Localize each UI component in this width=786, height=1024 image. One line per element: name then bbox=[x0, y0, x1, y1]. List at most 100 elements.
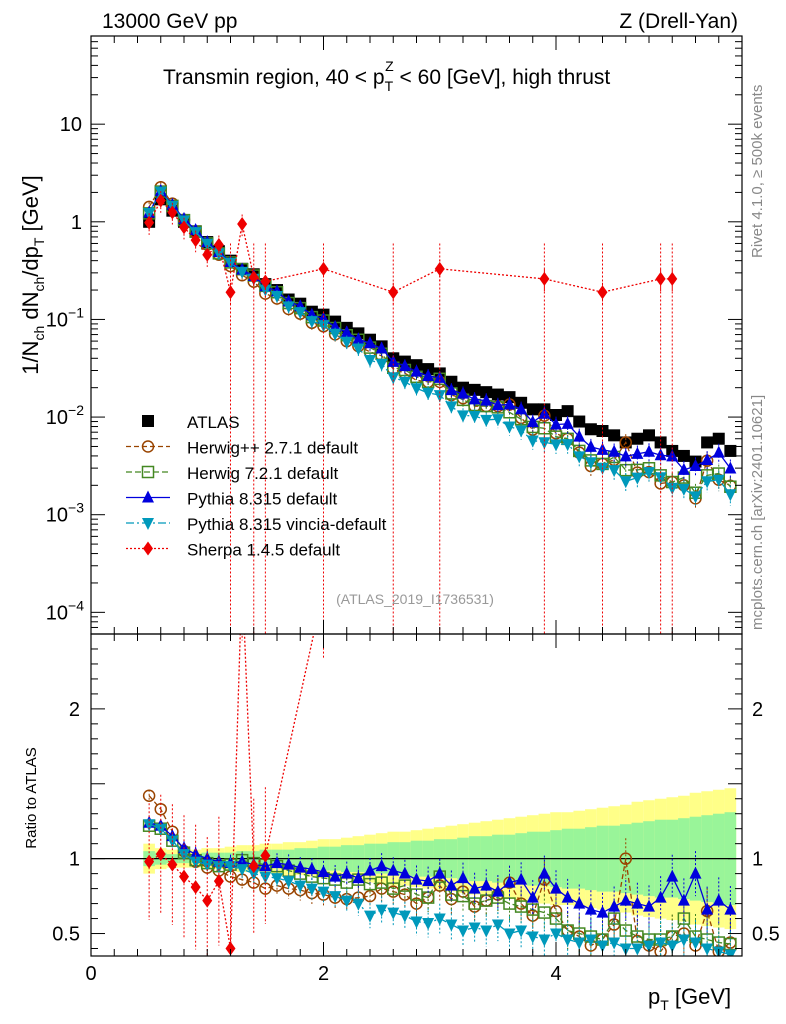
series-2-point bbox=[503, 397, 516, 410]
series-2-ratio-point bbox=[364, 863, 376, 876]
series-2-ratio-point bbox=[631, 896, 644, 909]
series-2-ratio-point bbox=[491, 884, 504, 897]
series-4-ratio-point bbox=[144, 854, 155, 869]
series-2-point bbox=[468, 392, 481, 405]
atlas-point bbox=[584, 423, 597, 436]
series-3-point bbox=[340, 336, 353, 349]
series-4-point bbox=[667, 271, 678, 286]
atlas-point bbox=[596, 425, 609, 438]
atlas-point bbox=[561, 405, 574, 418]
series-3-ratio-point bbox=[503, 928, 516, 941]
series-3-point bbox=[619, 476, 632, 489]
series-4-point bbox=[190, 233, 201, 248]
series-3-ratio-point bbox=[689, 937, 702, 950]
atlas-point bbox=[550, 409, 562, 422]
series-2-point bbox=[631, 446, 644, 459]
atlas-point bbox=[643, 429, 655, 442]
series-0-ratio-line bbox=[148, 795, 731, 953]
series-2-point bbox=[491, 398, 504, 411]
series-0-ratio-point bbox=[142, 789, 156, 802]
series-3-point bbox=[364, 354, 376, 367]
series-4-ratio-point bbox=[167, 857, 178, 872]
series-3-point bbox=[643, 467, 655, 480]
series-3-point bbox=[282, 301, 295, 314]
series-4-ratio-point bbox=[155, 847, 166, 862]
series-2-ratio-point bbox=[468, 881, 481, 894]
ratio-tick-label-right: 0.5 bbox=[752, 924, 780, 946]
series-4-ratio-point bbox=[260, 848, 271, 863]
ratio-tick-label-right: 2 bbox=[752, 699, 763, 721]
series-2-point bbox=[375, 341, 388, 354]
series-3-point bbox=[573, 451, 586, 464]
series-3-point bbox=[271, 290, 283, 303]
legend-marker bbox=[142, 415, 154, 427]
series-3-point bbox=[445, 401, 458, 414]
series-3-point bbox=[631, 472, 644, 485]
series-4-point bbox=[213, 237, 224, 252]
series-3-point bbox=[398, 376, 411, 389]
x-tick-label: 4 bbox=[550, 963, 561, 985]
series-4-point bbox=[167, 205, 178, 220]
series-2-ratio-point bbox=[515, 872, 528, 885]
series-3-point bbox=[236, 266, 249, 279]
legend-label: Herwig++ 2.7.1 default bbox=[187, 439, 358, 458]
header-left: 13000 GeV pp bbox=[102, 10, 237, 33]
series-2-point bbox=[643, 444, 655, 457]
series-3-point bbox=[259, 284, 272, 297]
series-3-ratio-point bbox=[340, 895, 353, 908]
y-tick-label: 10−1 bbox=[46, 304, 84, 331]
legend-marker bbox=[142, 490, 154, 503]
xlabel-main: p bbox=[648, 984, 660, 1009]
atlas-point bbox=[701, 436, 714, 449]
series-3-ratio-point bbox=[259, 871, 272, 884]
title-sub: T bbox=[385, 78, 394, 94]
atlas-point bbox=[608, 429, 621, 442]
series-3-point bbox=[701, 476, 714, 489]
series-2-ratio-point bbox=[282, 857, 295, 870]
ratio-tick-label-left: 2 bbox=[69, 699, 80, 721]
series-3-point bbox=[561, 439, 574, 452]
series-3-point bbox=[584, 457, 597, 470]
x-axis-label: pT [GeV] bbox=[648, 984, 731, 1013]
series-3-point bbox=[712, 474, 725, 487]
series-2-ratio-point bbox=[538, 866, 551, 879]
series-3-ratio-point bbox=[666, 940, 679, 953]
y-axis-label: 1/Nch dNch/dpT [GeV] bbox=[18, 175, 47, 375]
series-3-ratio-point bbox=[329, 891, 342, 904]
ylabel-a: 1/N bbox=[18, 341, 43, 375]
series-3-ratio-point bbox=[236, 864, 249, 877]
series-2-ratio-point bbox=[352, 871, 365, 884]
series-3-ratio-point bbox=[608, 937, 621, 950]
series-3-ratio-point bbox=[643, 940, 655, 953]
series-3-point bbox=[387, 372, 400, 385]
series-3-ratio-point bbox=[550, 928, 562, 941]
series-2-point bbox=[457, 386, 469, 399]
series-2-ratio-point bbox=[457, 871, 469, 884]
series-3-ratio-point bbox=[596, 940, 609, 953]
series-2-ratio-point bbox=[317, 865, 330, 878]
series-2-ratio-point bbox=[677, 893, 690, 906]
ylabel-c-sub: T bbox=[31, 237, 47, 246]
atlas-point bbox=[468, 383, 481, 396]
series-1-ratio-point bbox=[677, 912, 691, 925]
series-3-point bbox=[457, 410, 469, 423]
series-3-point bbox=[515, 425, 528, 438]
series-2-ratio-point bbox=[724, 902, 737, 915]
series-3-point bbox=[689, 491, 702, 504]
series-2-point bbox=[364, 336, 376, 349]
rivet-label: Rivet 4.1.0, ≥ 500k events bbox=[749, 85, 766, 258]
series-2-point bbox=[712, 445, 725, 458]
series-2-ratio-point bbox=[550, 881, 562, 894]
legend-marker bbox=[142, 518, 154, 530]
series-3-point bbox=[294, 307, 307, 320]
series-2-ratio-point bbox=[480, 878, 493, 891]
series-2-ratio-point bbox=[561, 890, 574, 903]
legend-label: Pythia 8.315 default bbox=[187, 490, 338, 509]
series-3-point bbox=[422, 387, 435, 400]
x-tick-label: 0 bbox=[85, 963, 96, 985]
series-3-ratio-point bbox=[398, 910, 411, 923]
y-tick-label: 10−3 bbox=[46, 500, 84, 527]
plot-title: Transmin region, 40 < pTZ < 60 [GeV], hi… bbox=[163, 58, 610, 94]
mcplots-label: mcplots.cern.ch [arXiv:2401.10621] bbox=[749, 395, 766, 630]
series-2-point bbox=[677, 462, 690, 475]
